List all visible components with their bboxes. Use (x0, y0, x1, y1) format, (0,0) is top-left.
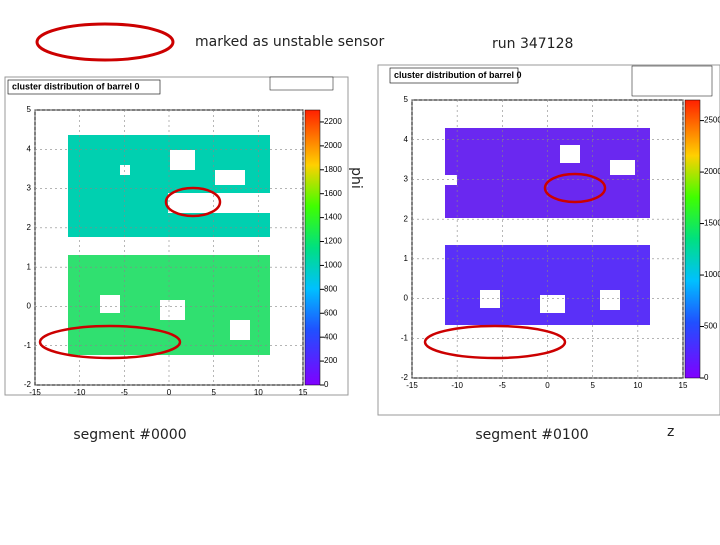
heat-hole (600, 290, 620, 310)
heat-hole (230, 320, 250, 340)
x-tick-label: 10 (254, 388, 263, 397)
z-tick-label: 0 (704, 373, 709, 382)
heat-hole (610, 160, 635, 175)
plot-0: -15 -10 -5 0 5 10 15-2-10123450200400600800100… (4, 76, 349, 443)
heat-hole (560, 145, 580, 163)
z-tick-label: 800 (324, 284, 338, 293)
heat-hole (540, 295, 565, 313)
z-tick-label: 0 (324, 380, 329, 389)
z-tick-label: 1400 (324, 213, 342, 222)
y-tick-label: 4 (27, 144, 32, 153)
plot-title: cluster distribution of barrel 0 (394, 70, 522, 80)
z-tick-label: 500 (704, 322, 718, 331)
x-tick-label: 0 (545, 381, 550, 390)
stat-box (631, 65, 713, 97)
y-tick-label: -2 (24, 380, 32, 389)
y-tick-label: 2 (27, 223, 32, 232)
z-tick-label: 2500 (704, 116, 720, 125)
y-tick-label: 0 (27, 302, 32, 311)
y-axis-label: phi (348, 167, 364, 189)
y-tick-label: 3 (404, 175, 409, 184)
marked-sensor (423, 324, 567, 360)
y-tick-label: 5 (27, 105, 32, 114)
x-tick-label: -5 (121, 388, 129, 397)
heat-hole (445, 175, 457, 185)
color-bar (304, 109, 321, 386)
y-tick-label: 4 (404, 135, 409, 144)
heat-hole (160, 300, 185, 320)
y-tick-label: -2 (401, 373, 409, 382)
heat-hole (170, 150, 195, 170)
run: run 347128 (492, 36, 573, 52)
y-tick-label: 0 (404, 294, 409, 303)
z-tick-label: 2200 (324, 117, 342, 126)
segment-label: segment #0100 (475, 427, 588, 443)
x-tick-label: -10 (74, 388, 86, 397)
x-tick-label: 5 (590, 381, 595, 390)
color-bar (684, 99, 701, 379)
x-tick-label: -15 (29, 388, 41, 397)
z-tick-label: 1800 (324, 165, 342, 174)
plot-title: cluster distribution of barrel 0 (12, 81, 140, 91)
z-tick-label: 1000 (324, 261, 342, 270)
title-box (389, 67, 519, 84)
marked-sensor (38, 324, 182, 360)
x-tick-label: -10 (451, 381, 463, 390)
y-tick-label: 1 (404, 254, 409, 263)
z-tick-label: 1200 (324, 237, 342, 246)
y-tick-label: 3 (27, 184, 32, 193)
x-tick-label: 10 (633, 381, 642, 390)
x-tick-label: 0 (167, 388, 172, 397)
title-box (7, 79, 161, 95)
x-tick-label: 5 (211, 388, 216, 397)
z-tick-label: 200 (324, 356, 338, 365)
z-tick-label: 2000 (704, 167, 720, 176)
heat-hole (480, 290, 500, 308)
note: marked as unstable sensor (195, 34, 384, 50)
x-tick-label: -15 (406, 381, 418, 390)
y-tick-label: -1 (401, 333, 409, 342)
plot-1: -15 -10 -5 0 5 10 15-2-10123450500100015002000… (377, 64, 720, 443)
heat-hole (100, 295, 120, 313)
z-tick-label: 1000 (704, 270, 720, 279)
z-tick-label: 600 (324, 308, 338, 317)
y-tick-label: 1 (27, 262, 32, 271)
z-tick-label: 2000 (324, 141, 342, 150)
heat-hole (120, 165, 130, 175)
stat-box (269, 76, 334, 91)
marked-sensor (164, 186, 222, 218)
x-tick-label: 15 (299, 388, 308, 397)
z-tick-label: 400 (324, 332, 338, 341)
x-tick-label: 15 (679, 381, 688, 390)
marked-sensor (543, 172, 607, 204)
y-tick-label: 5 (404, 95, 409, 104)
z-tick-label: 1500 (704, 219, 720, 228)
heat-hole (215, 170, 245, 185)
x-axis-label: z (667, 424, 674, 440)
z-tick-label: 1600 (324, 189, 342, 198)
y-tick-label: -1 (24, 341, 32, 350)
legend-ellipse (35, 22, 175, 62)
x-tick-label: -5 (499, 381, 507, 390)
y-tick-label: 2 (404, 214, 409, 223)
segment-label: segment #0000 (73, 427, 186, 443)
